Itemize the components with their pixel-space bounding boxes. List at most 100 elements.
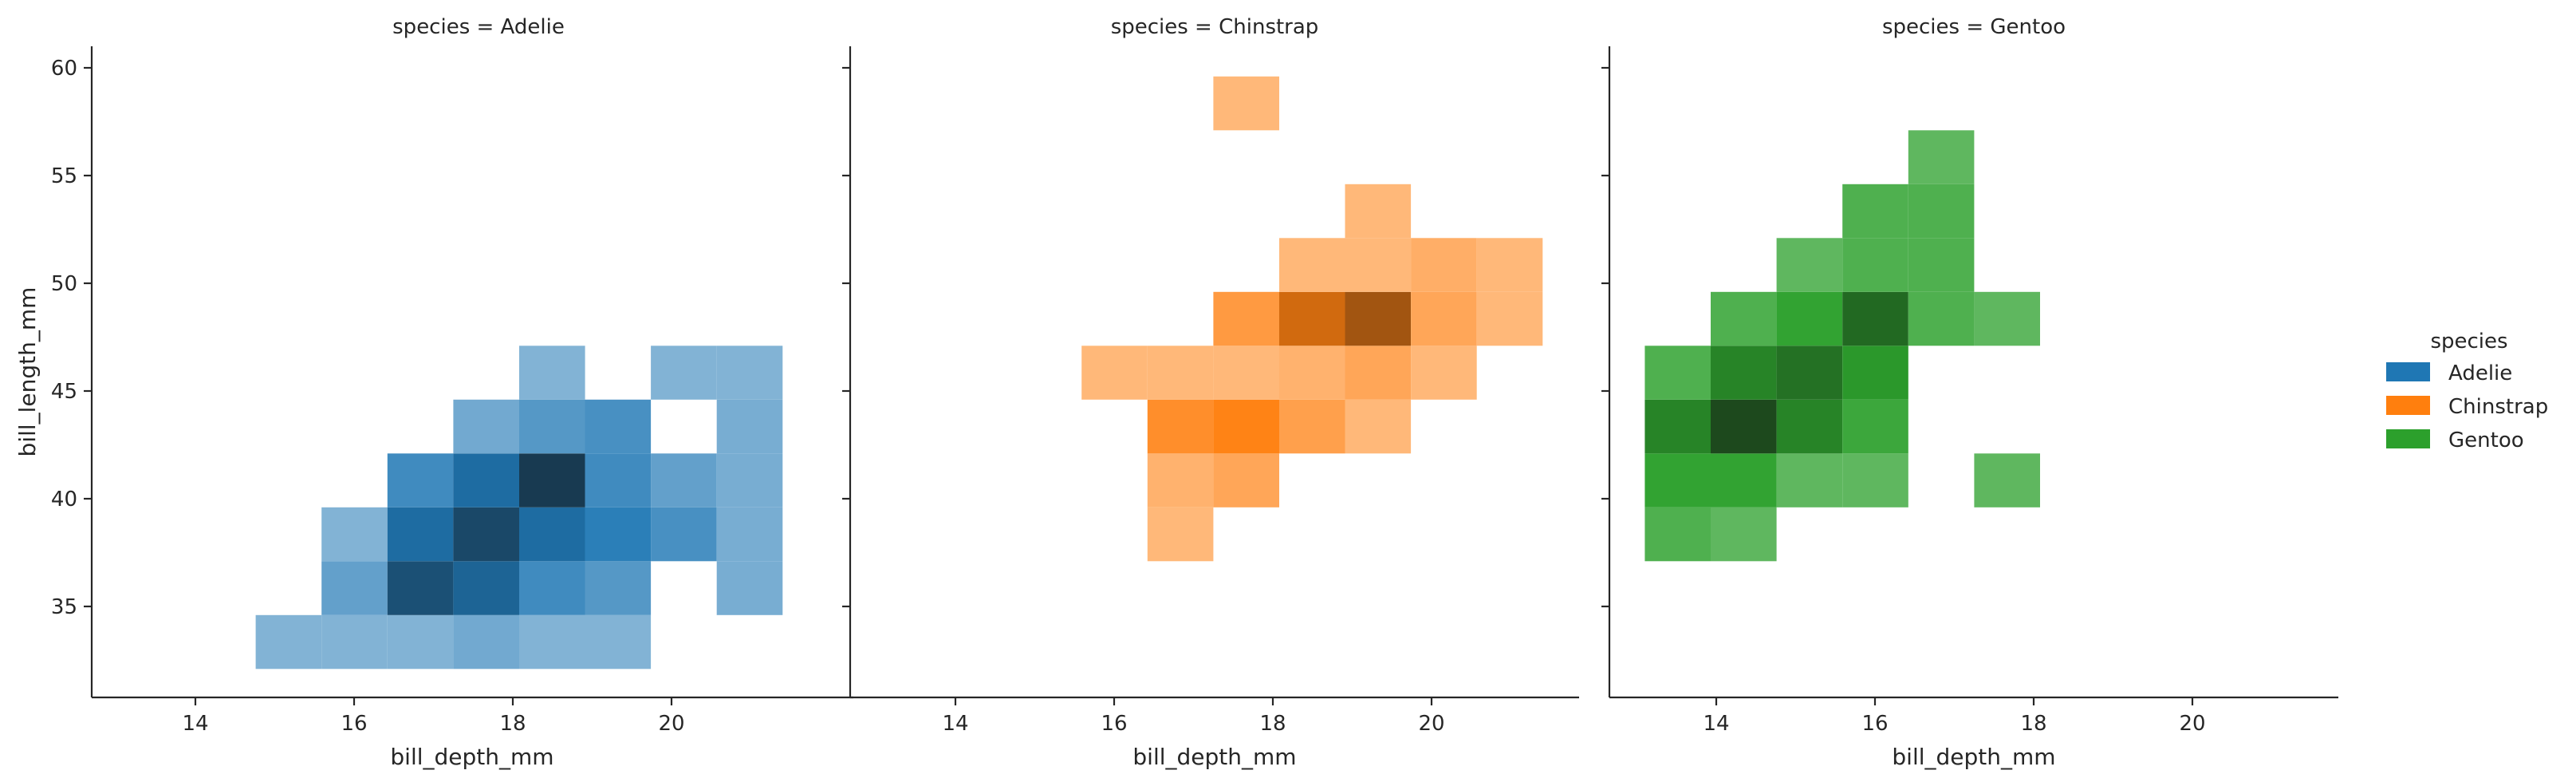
x-tick-label: 20 — [2179, 712, 2205, 736]
x-tick-label: 16 — [341, 712, 367, 736]
heatmap-cell — [585, 453, 652, 508]
heatmap-cell — [1213, 453, 1279, 508]
heatmap-cell — [519, 614, 585, 669]
heatmap-cell — [1644, 346, 1711, 400]
heatmap-cell — [651, 453, 717, 508]
facet-cells-gentoo — [1644, 130, 2040, 562]
legend-swatch-gentoo — [2386, 429, 2430, 448]
heatmap-cell — [1213, 346, 1279, 400]
heatmap-cell — [1776, 346, 1843, 400]
y-axis-title: bill_length_mm — [14, 287, 41, 457]
y-ticks-adelie: 35 40 45 50 55 60 — [51, 57, 92, 619]
heatmap-cell — [716, 561, 783, 615]
x-tick-label: 18 — [499, 712, 526, 736]
heatmap-cell — [519, 346, 585, 400]
y-ticks-gentoo — [1601, 66, 1609, 608]
y-tick-label: 60 — [51, 57, 77, 81]
heatmap-cell — [1842, 453, 1908, 508]
heatmap-cell — [519, 507, 585, 562]
heatmap-cell — [1644, 507, 1711, 562]
heatmap-cell — [1974, 453, 2040, 508]
heatmap-cell — [1711, 291, 1777, 346]
x-tick-label: 18 — [2020, 712, 2046, 736]
heatmap-cell — [1213, 291, 1279, 346]
heatmap-cell — [1974, 291, 2040, 346]
heatmap-cell — [1842, 238, 1908, 292]
y-tick-label: 50 — [51, 272, 77, 296]
heatmap-cell — [387, 507, 454, 562]
heatmap-cell — [1908, 130, 1975, 184]
heatmap-cell — [387, 561, 454, 615]
heatmap-cell — [585, 507, 652, 562]
heatmap-cell — [716, 399, 783, 454]
heatmap-cell — [1279, 399, 1345, 454]
heatmap-cell — [651, 346, 717, 400]
heatmap-cell — [1776, 399, 1843, 454]
heatmap-cell — [387, 614, 454, 669]
heatmap-cell — [585, 561, 652, 615]
x-tick-label: 20 — [658, 712, 684, 736]
heatmap-cell — [453, 561, 519, 615]
y-tick-label: 45 — [51, 380, 77, 404]
heatmap-cell — [519, 561, 585, 615]
x-ticks-chinstrap: 14 16 18 20 — [942, 697, 1445, 736]
facet-chinstrap: species = Chinstrap 14 16 18 20 bill_depth_… — [842, 15, 1579, 770]
heatmap-cell — [1776, 291, 1843, 346]
legend-label-gentoo: Gentoo — [2448, 429, 2524, 452]
facet-title-chinstrap: species = Chinstrap — [1111, 15, 1319, 39]
legend-item-gentoo: Gentoo — [2386, 429, 2524, 452]
legend-swatch-adelie — [2386, 362, 2430, 381]
y-ticks-chinstrap — [842, 66, 850, 608]
x-tick-label: 16 — [1101, 712, 1127, 736]
x-tick-label: 20 — [1418, 712, 1444, 736]
heatmap-cell — [716, 453, 783, 508]
x-tick-label: 14 — [1703, 712, 1729, 736]
heatmap-cell — [716, 346, 783, 400]
heatmap-cell — [1711, 453, 1777, 508]
heatmap-cell — [716, 507, 783, 562]
facet-title-adelie: species = Adelie — [392, 15, 565, 39]
x-axis-title-chinstrap: bill_depth_mm — [1132, 744, 1296, 770]
heatmap-cell — [1908, 238, 1975, 292]
heatmap-cell — [255, 614, 322, 669]
heatmap-cell — [321, 561, 388, 615]
heatmap-cell — [453, 453, 519, 508]
heatmap-cell — [1476, 291, 1543, 346]
heatmap-cell — [1908, 291, 1975, 346]
heatmap-cell — [1147, 399, 1214, 454]
heatmap-cell — [585, 399, 652, 454]
heatmap-cell — [585, 614, 652, 669]
heatmap-cell — [1711, 399, 1777, 454]
heatmap-cell — [1345, 399, 1412, 454]
heatmap-cell — [1842, 291, 1908, 346]
facet-adelie: species = Adelie 14 16 18 20 35 40 45 50 55 60 b… — [14, 15, 853, 770]
heatmap-cell — [453, 614, 519, 669]
x-tick-label: 14 — [182, 712, 208, 736]
heatmap-cell — [519, 399, 585, 454]
y-tick-label: 35 — [51, 595, 77, 619]
heatmap-cell — [519, 453, 585, 508]
heatmap-cell — [1279, 291, 1345, 346]
legend-title: species — [2430, 330, 2507, 353]
heatmap-cell — [1476, 238, 1543, 292]
x-tick-label: 16 — [1861, 712, 1888, 736]
heatmap-cell — [1213, 76, 1279, 131]
heatmap-cell — [1776, 453, 1843, 508]
legend-label-adelie: Adelie — [2448, 361, 2512, 385]
heatmap-cell — [1411, 238, 1477, 292]
heatmap-cell — [1411, 346, 1477, 400]
x-tick-label: 18 — [1259, 712, 1286, 736]
heatmap-cell — [1842, 184, 1908, 239]
heatmap-cell — [321, 507, 388, 562]
y-tick-label: 40 — [51, 488, 77, 511]
facet-gentoo: species = Gentoo 14 16 18 20 bill_depth_mm — [1601, 15, 2338, 770]
facet-cells-chinstrap — [1081, 76, 1543, 562]
heatmap-cell — [453, 507, 519, 562]
heatmap-cell — [1081, 346, 1148, 400]
heatmap-cell — [1711, 507, 1777, 562]
heatmap-cell — [1776, 238, 1843, 292]
x-ticks-adelie: 14 16 18 20 — [182, 697, 685, 736]
facet-title-gentoo: species = Gentoo — [1882, 15, 2066, 39]
heatmap-cell — [1411, 291, 1477, 346]
